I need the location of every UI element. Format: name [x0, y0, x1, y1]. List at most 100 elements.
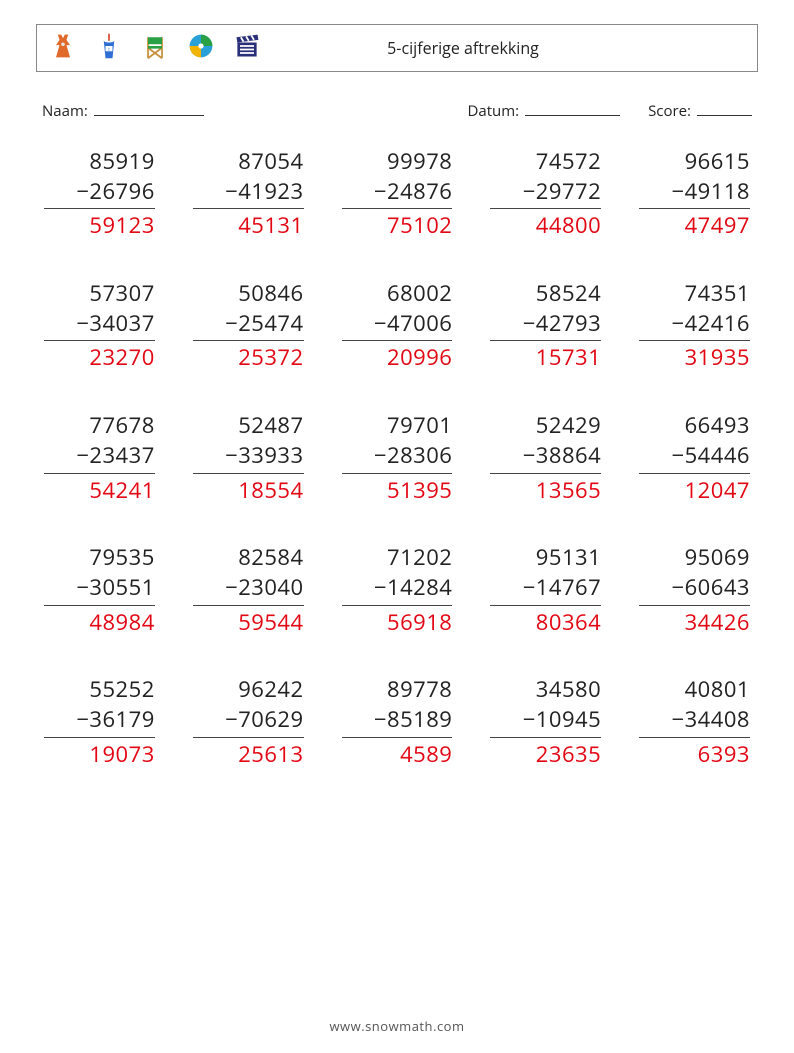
- answer: 6393: [639, 738, 750, 770]
- subtrahend: −70629: [193, 705, 304, 738]
- meta-row: Naam: Datum: Score:: [42, 100, 752, 121]
- clapperboard-icon: [233, 32, 261, 65]
- minuend: 79701: [342, 411, 453, 441]
- answer: 47497: [639, 209, 750, 241]
- subtrahend: −34408: [639, 705, 750, 738]
- cd-disc-icon: [187, 32, 215, 65]
- score-label: Score:: [648, 101, 691, 121]
- answer: 19073: [44, 738, 155, 770]
- subtraction-problem: 79535−3055148984: [44, 543, 155, 637]
- minuend: 95069: [639, 543, 750, 573]
- problem-grid: 85919−2679659123 87054−4192345131 99978−24…: [36, 147, 758, 769]
- subtrahend: −85189: [342, 705, 453, 738]
- minuend: 52487: [193, 411, 304, 441]
- minuend: 79535: [44, 543, 155, 573]
- subtraction-problem: 99978−2487675102: [342, 147, 453, 241]
- subtraction-problem: 87054−4192345131: [193, 147, 304, 241]
- answer: 4589: [342, 738, 453, 770]
- subtraction-problem: 55252−3617919073: [44, 675, 155, 769]
- subtraction-problem: 71202−1428456918: [342, 543, 453, 637]
- subtrahend: −25474: [193, 309, 304, 342]
- subtrahend: −34037: [44, 309, 155, 342]
- date-label: Datum:: [467, 101, 519, 121]
- subtrahend: −49118: [639, 177, 750, 210]
- subtrahend: −47006: [342, 309, 453, 342]
- subtraction-problem: 95131−1476780364: [490, 543, 601, 637]
- answer: 48984: [44, 606, 155, 638]
- subtrahend: −60643: [639, 573, 750, 606]
- subtrahend: −23437: [44, 441, 155, 474]
- subtrahend: −33933: [193, 441, 304, 474]
- answer: 51395: [342, 474, 453, 506]
- subtraction-problem: 85919−2679659123: [44, 147, 155, 241]
- subtraction-problem: 82584−2304059544: [193, 543, 304, 637]
- worksheet-page: c 5-cijferige aftrekking Naam: Datum:: [36, 24, 758, 769]
- subtraction-problem: 74572−2977244800: [490, 147, 601, 241]
- header-icons: c: [49, 32, 261, 65]
- answer: 13565: [490, 474, 601, 506]
- minuend: 96242: [193, 675, 304, 705]
- subtrahend: −10945: [490, 705, 601, 738]
- date-field: Datum:: [467, 100, 620, 121]
- minuend: 99978: [342, 147, 453, 177]
- score-field: Score:: [648, 100, 752, 121]
- subtraction-problem: 34580−1094523635: [490, 675, 601, 769]
- name-label: Naam:: [42, 101, 88, 121]
- minuend: 52429: [490, 411, 601, 441]
- dress-icon: [49, 32, 77, 65]
- answer: 59544: [193, 606, 304, 638]
- minuend: 74572: [490, 147, 601, 177]
- answer: 75102: [342, 209, 453, 241]
- answer: 59123: [44, 209, 155, 241]
- subtraction-problem: 52487−3393318554: [193, 411, 304, 505]
- header-bar: c 5-cijferige aftrekking: [36, 24, 758, 72]
- minuend: 74351: [639, 279, 750, 309]
- score-blank[interactable]: [697, 100, 752, 116]
- minuend: 96615: [639, 147, 750, 177]
- subtraction-problem: 57307−3403723270: [44, 279, 155, 373]
- subtrahend: −36179: [44, 705, 155, 738]
- director-chair-icon: [141, 32, 169, 65]
- subtrahend: −26796: [44, 177, 155, 210]
- minuend: 95131: [490, 543, 601, 573]
- minuend: 50846: [193, 279, 304, 309]
- subtrahend: −29772: [490, 177, 601, 210]
- subtraction-problem: 77678−2343754241: [44, 411, 155, 505]
- minuend: 89778: [342, 675, 453, 705]
- subtrahend: −42416: [639, 309, 750, 342]
- subtrahend: −14284: [342, 573, 453, 606]
- answer: 20996: [342, 341, 453, 373]
- subtraction-problem: 96242−7062925613: [193, 675, 304, 769]
- answer: 54241: [44, 474, 155, 506]
- name-field: Naam:: [42, 100, 204, 121]
- date-blank[interactable]: [525, 100, 620, 116]
- svg-text:c: c: [108, 46, 110, 52]
- answer: 25372: [193, 341, 304, 373]
- minuend: 57307: [44, 279, 155, 309]
- minuend: 68002: [342, 279, 453, 309]
- answer: 31935: [639, 341, 750, 373]
- answer: 45131: [193, 209, 304, 241]
- subtrahend: −24876: [342, 177, 453, 210]
- name-blank[interactable]: [94, 100, 204, 116]
- answer: 23270: [44, 341, 155, 373]
- subtraction-problem: 50846−2547425372: [193, 279, 304, 373]
- subtrahend: −28306: [342, 441, 453, 474]
- answer: 34426: [639, 606, 750, 638]
- subtraction-problem: 74351−4241631935: [639, 279, 750, 373]
- minuend: 77678: [44, 411, 155, 441]
- answer: 56918: [342, 606, 453, 638]
- answer: 12047: [639, 474, 750, 506]
- minuend: 87054: [193, 147, 304, 177]
- minuend: 55252: [44, 675, 155, 705]
- subtraction-problem: 40801−344086393: [639, 675, 750, 769]
- subtraction-problem: 52429−3886413565: [490, 411, 601, 505]
- subtraction-problem: 89778−851894589: [342, 675, 453, 769]
- subtrahend: −42793: [490, 309, 601, 342]
- minuend: 58524: [490, 279, 601, 309]
- answer: 25613: [193, 738, 304, 770]
- subtraction-problem: 58524−4279315731: [490, 279, 601, 373]
- footer-url: www.snowmath.com: [0, 1017, 794, 1035]
- subtraction-problem: 96615−4911847497: [639, 147, 750, 241]
- answer: 15731: [490, 341, 601, 373]
